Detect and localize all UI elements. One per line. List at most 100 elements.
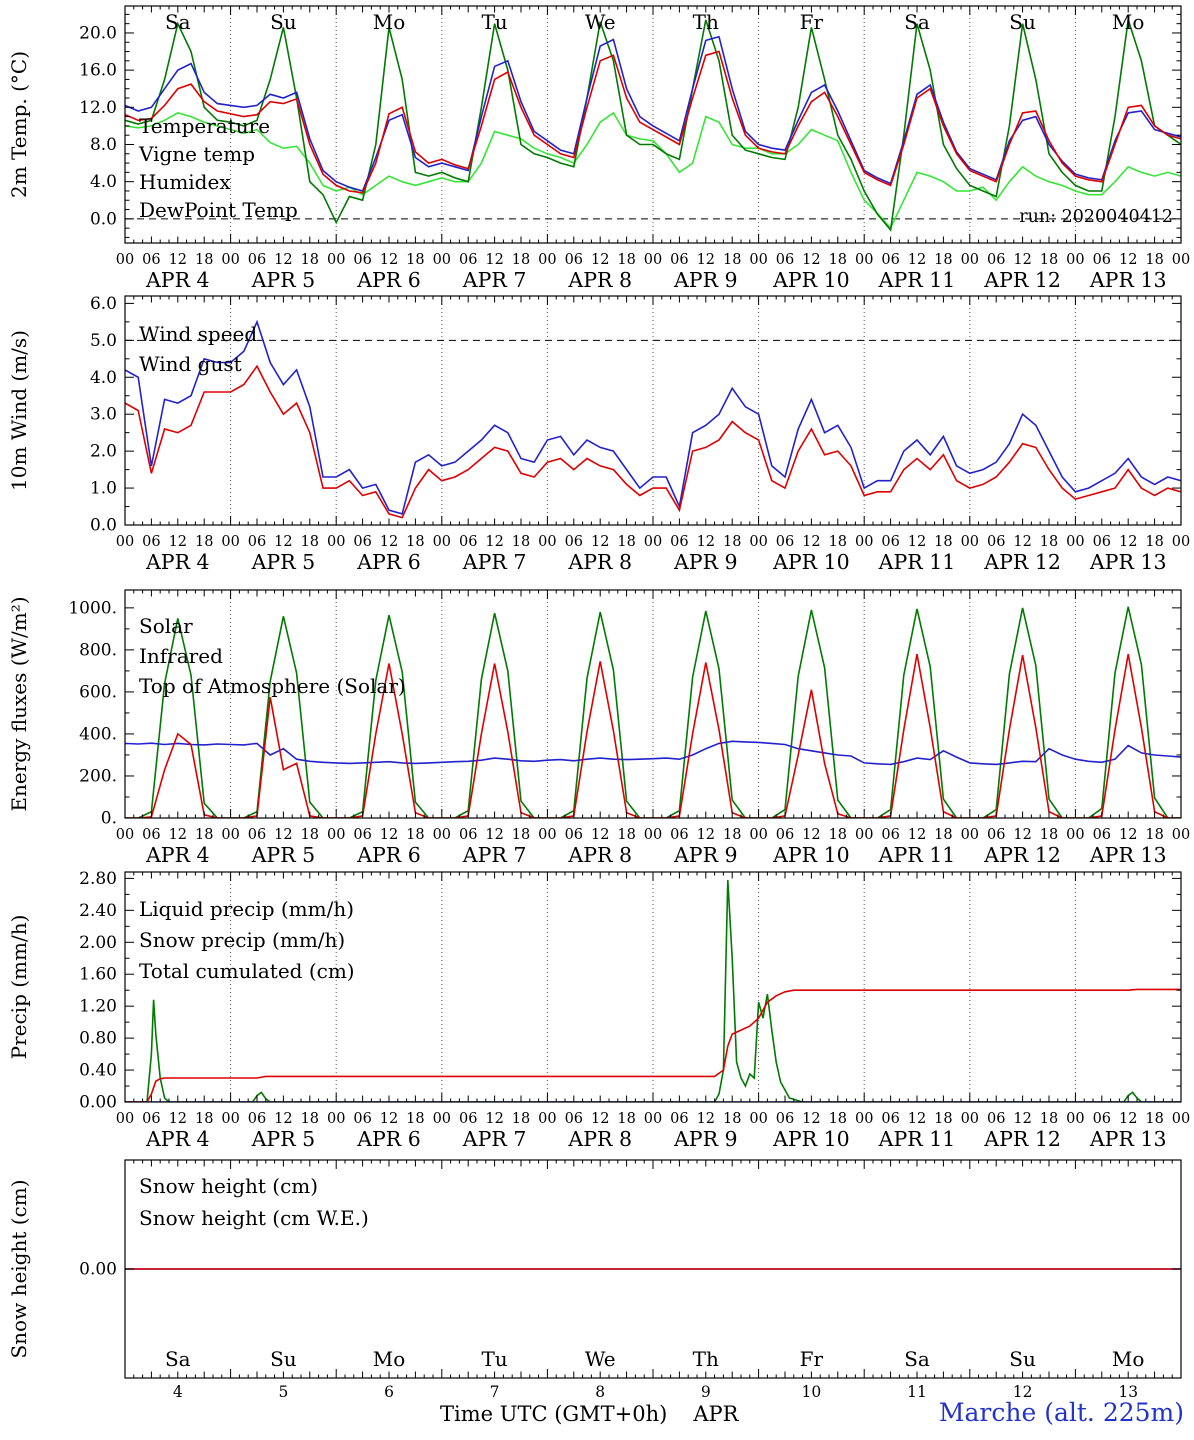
- legend-top-of-atmosphere-solar: Top of Atmosphere (Solar): [139, 674, 406, 698]
- date-label: APR 13: [1089, 1127, 1167, 1151]
- hour-tick-label: 06: [776, 1111, 794, 1127]
- hour-tick-label: 18: [195, 534, 213, 550]
- hour-tick-label: 18: [934, 827, 952, 843]
- hour-tick-label: 06: [776, 534, 794, 550]
- hour-tick-label: 18: [829, 534, 847, 550]
- date-label: APR 13: [1089, 843, 1167, 867]
- hour-tick-label: 00: [855, 252, 873, 268]
- date-label: APR 12: [983, 550, 1061, 574]
- hour-tick-label: 12: [380, 827, 398, 843]
- hour-tick-label: 00: [221, 252, 239, 268]
- hour-tick-label: 12: [591, 534, 609, 550]
- day-name-label: Sa: [904, 10, 930, 34]
- day-name-label: Th: [693, 10, 719, 34]
- hour-tick-label: 00: [433, 827, 451, 843]
- hour-tick-label: 18: [406, 827, 424, 843]
- date-label: APR 13: [1089, 550, 1167, 574]
- hour-tick-label: 12: [485, 252, 503, 268]
- hour-tick-label: 06: [670, 534, 688, 550]
- series-top-of-atmosphere-solar: [125, 606, 1181, 818]
- day-number-label: 8: [595, 1383, 605, 1401]
- hour-tick-label: 18: [934, 1111, 952, 1127]
- y-axis-title: 2m Temp. (°C): [7, 51, 31, 198]
- hour-tick-label: 12: [380, 1111, 398, 1127]
- hour-tick-label: 06: [987, 534, 1005, 550]
- hour-tick-label: 06: [565, 1111, 583, 1127]
- hour-tick-label: 00: [433, 1111, 451, 1127]
- hour-tick-label: 12: [485, 827, 503, 843]
- hour-tick-label: 06: [353, 1111, 371, 1127]
- y-tick-label: 8.0: [90, 135, 117, 155]
- hour-tick-label: 00: [538, 827, 556, 843]
- date-label: APR 10: [772, 268, 850, 292]
- hour-tick-label: 06: [670, 252, 688, 268]
- model-credit: MARv3.14 model forced by IFS (c) Lab. of…: [4, 1398, 352, 1440]
- series-infrared: [125, 740, 1181, 766]
- day-name-label: Su: [1009, 10, 1036, 34]
- hour-tick-label: 12: [380, 534, 398, 550]
- hour-tick-label: 00: [1066, 252, 1084, 268]
- hour-tick-label: 00: [1172, 827, 1190, 843]
- hour-tick-label: 12: [697, 534, 715, 550]
- hour-tick-label: 12: [485, 534, 503, 550]
- y-axis-title: Snow height (cm): [7, 1179, 31, 1358]
- y-tick-label: 6.0: [90, 294, 117, 314]
- hour-tick-label: 00: [961, 1111, 979, 1127]
- hour-tick-label: 00: [327, 827, 345, 843]
- y-tick-label: 16.0: [79, 61, 117, 81]
- date-label: APR 13: [1089, 268, 1167, 292]
- hour-tick-label: 12: [274, 534, 292, 550]
- hour-tick-label: 06: [987, 827, 1005, 843]
- day-name-label: Tu: [481, 1347, 507, 1371]
- hour-tick-label: 12: [591, 827, 609, 843]
- hour-tick-label: 06: [353, 252, 371, 268]
- y-tick-label: 200.: [79, 766, 117, 786]
- hour-tick-label: 18: [406, 534, 424, 550]
- date-label: APR 8: [567, 550, 632, 574]
- date-label: APR 9: [673, 550, 738, 574]
- hour-tick-label: 12: [1013, 1111, 1031, 1127]
- hour-tick-label: 12: [908, 1111, 926, 1127]
- hour-tick-label: 18: [934, 252, 952, 268]
- date-label: APR 4: [145, 268, 210, 292]
- hour-tick-label: 00: [644, 252, 662, 268]
- hour-tick-label: 18: [723, 1111, 741, 1127]
- hour-tick-label: 06: [248, 534, 266, 550]
- station-label: Marche (alt. 225m): [938, 1398, 1184, 1427]
- series-humidex: [125, 35, 1181, 192]
- date-label: APR 10: [772, 550, 850, 574]
- y-tick-label: 1.20: [79, 997, 117, 1017]
- legend-wind-gust: Wind gust: [139, 352, 242, 376]
- hour-tick-label: 18: [1040, 1111, 1058, 1127]
- day-number-label: 6: [384, 1383, 394, 1401]
- hour-tick-label: 06: [142, 534, 160, 550]
- y-tick-label: 0.: [101, 809, 117, 829]
- hour-tick-label: 00: [1172, 252, 1190, 268]
- hour-tick-label: 12: [1119, 827, 1137, 843]
- hour-tick-label: 18: [829, 827, 847, 843]
- day-number-label: 5: [278, 1383, 288, 1401]
- hour-tick-label: 00: [221, 534, 239, 550]
- hour-tick-label: 00: [116, 534, 134, 550]
- hour-tick-label: 18: [1040, 534, 1058, 550]
- hour-tick-label: 12: [1013, 252, 1031, 268]
- hour-tick-label: 12: [380, 252, 398, 268]
- legend-wind-speed: Wind speed: [139, 322, 257, 346]
- hour-tick-label: 00: [1066, 1111, 1084, 1127]
- hour-tick-label: 12: [169, 1111, 187, 1127]
- hour-tick-label: 06: [1093, 827, 1111, 843]
- hour-tick-label: 12: [591, 1111, 609, 1127]
- date-label: APR 7: [462, 268, 527, 292]
- series-solar: [125, 653, 1181, 818]
- hour-tick-label: 18: [829, 252, 847, 268]
- date-label: APR 5: [251, 268, 316, 292]
- y-tick-label: 3.0: [90, 405, 117, 425]
- hour-tick-label: 00: [749, 534, 767, 550]
- series-wind-gust: [125, 319, 1181, 515]
- hour-tick-label: 18: [1040, 252, 1058, 268]
- hour-tick-label: 18: [195, 1111, 213, 1127]
- hour-tick-label: 12: [697, 252, 715, 268]
- hour-tick-label: 06: [459, 534, 477, 550]
- hour-tick-label: 18: [512, 534, 530, 550]
- y-tick-label: 4.0: [90, 368, 117, 388]
